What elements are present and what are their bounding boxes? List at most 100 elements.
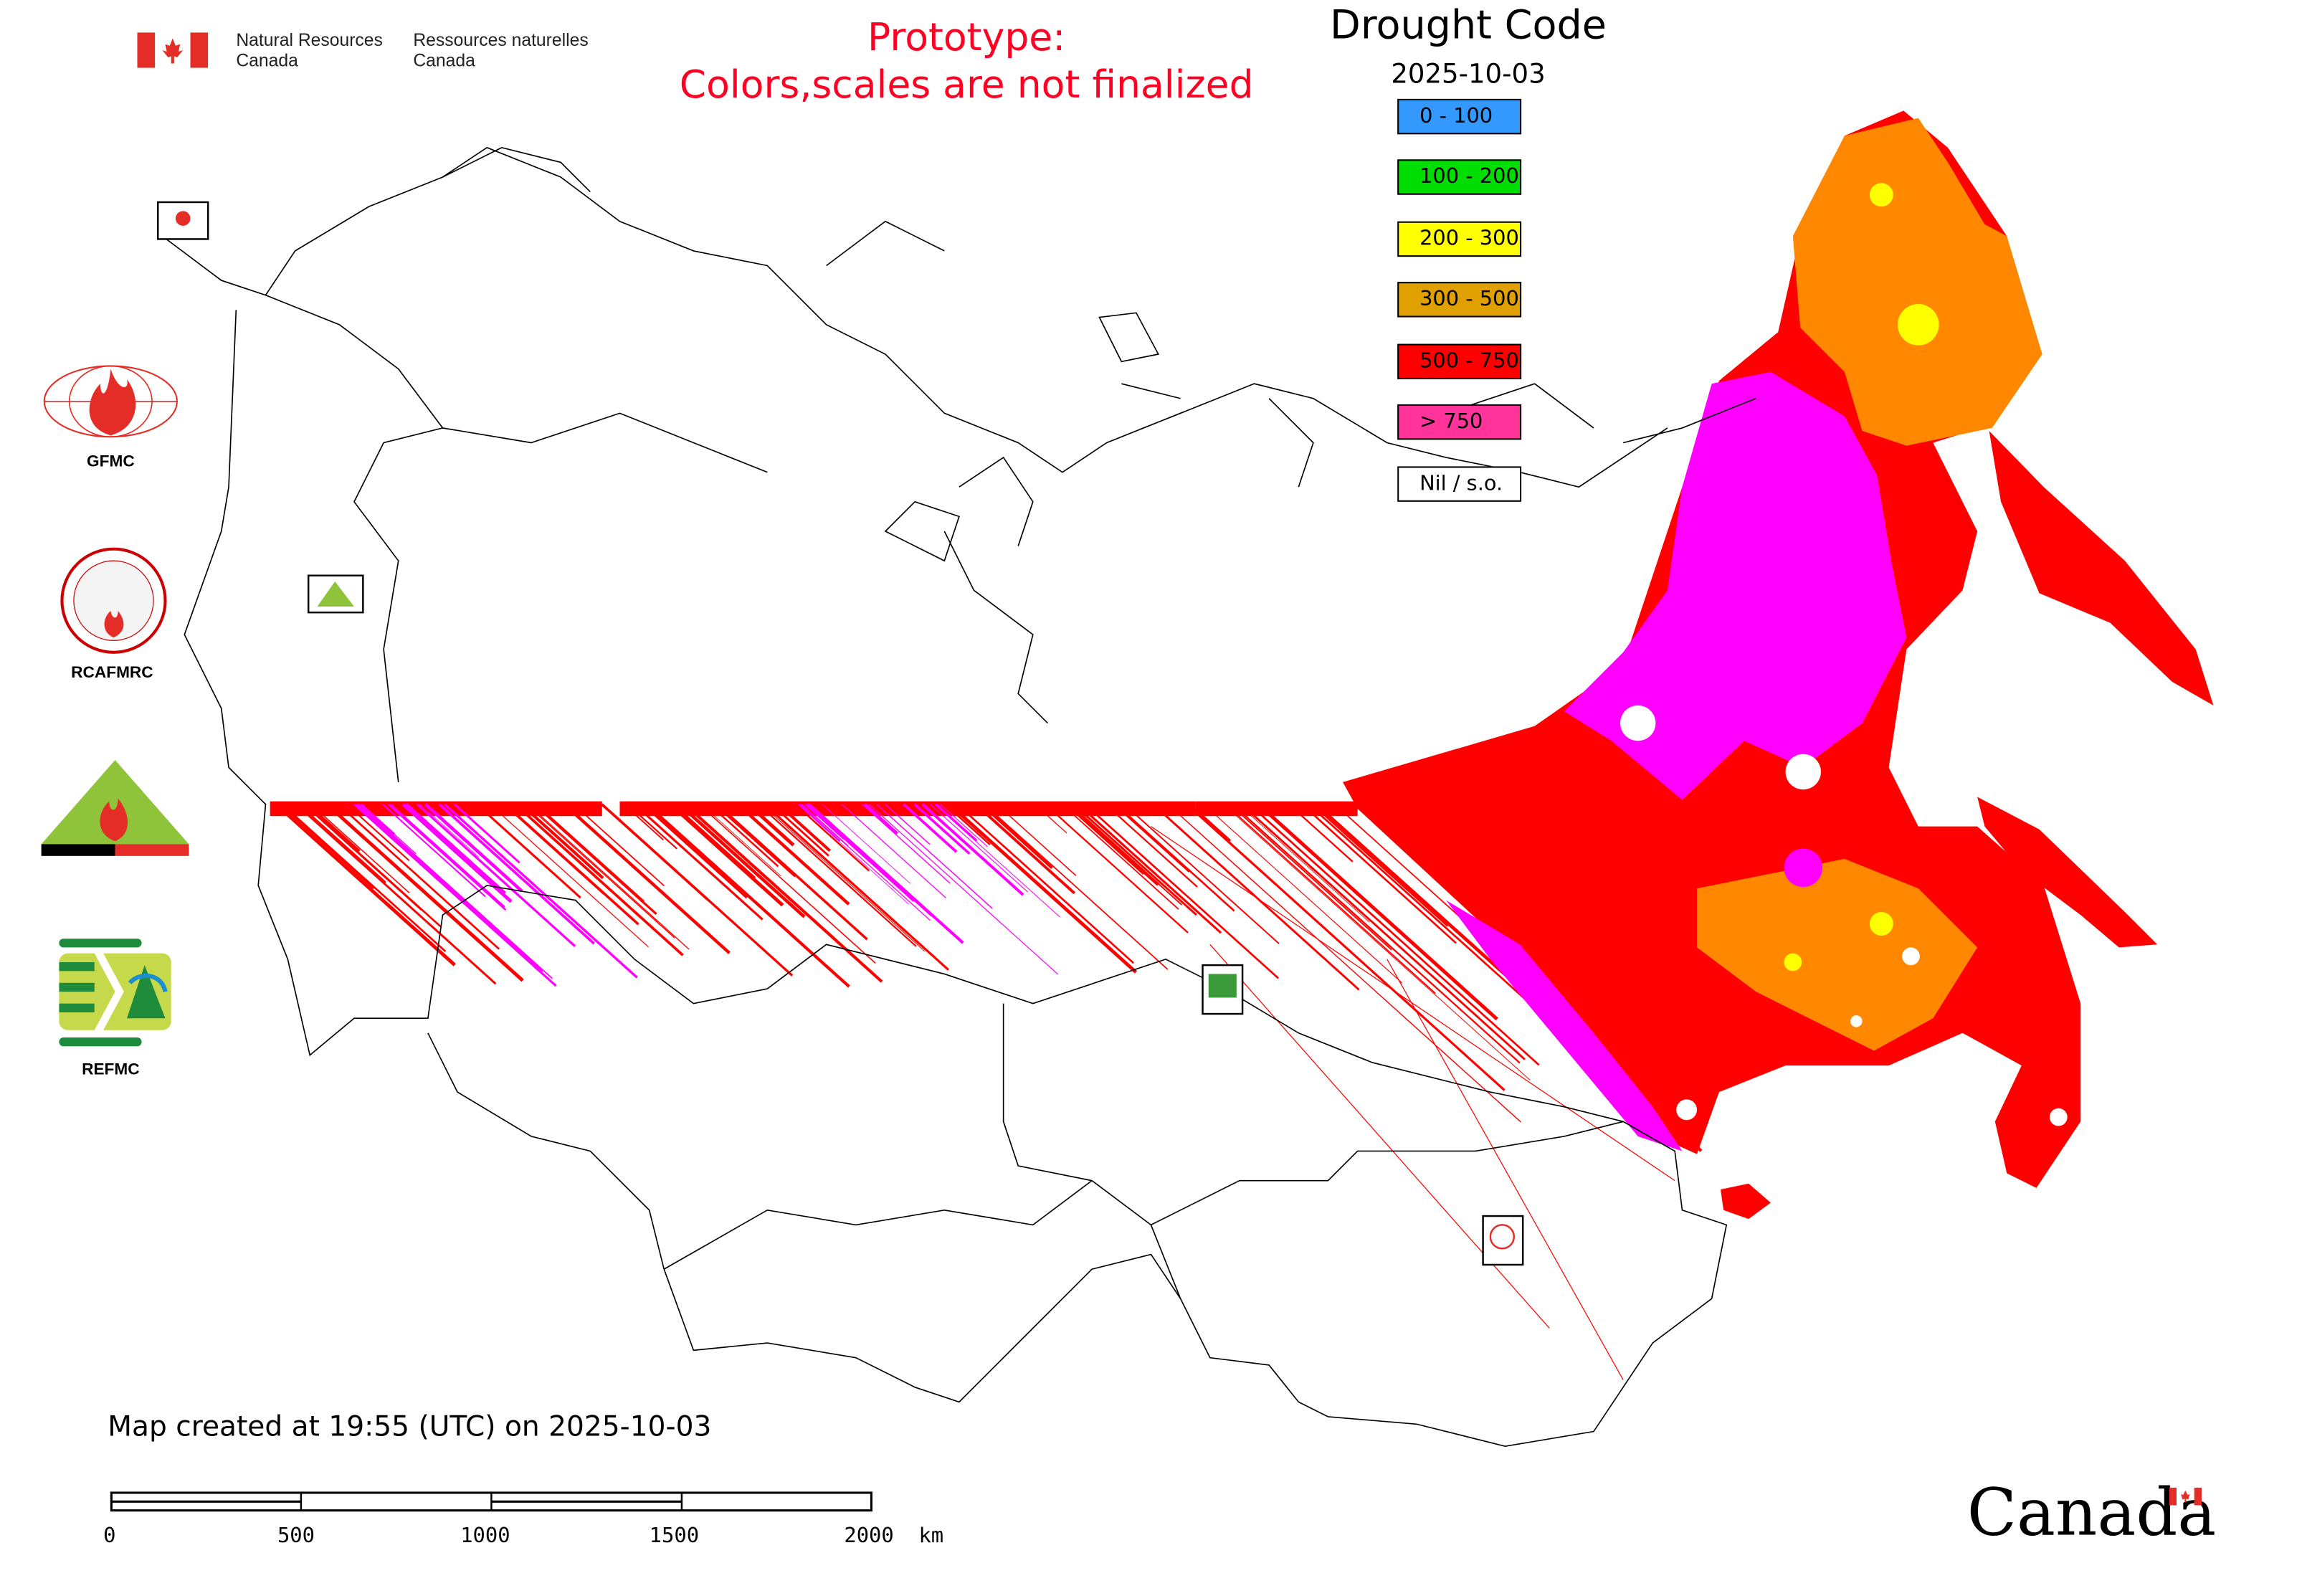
streak-line [807,803,933,917]
legend-item-0-100: 0 - 100 [1397,98,1522,135]
streak-line [885,804,931,845]
scale-tick-1000: 1000 [460,1524,510,1549]
dot-nil [1620,705,1656,741]
streak-line [275,802,456,966]
streak-line [358,804,553,979]
dot-magenta [1784,848,1823,888]
dot-nil [2049,1108,2068,1126]
streak-line [1232,803,1521,1064]
streak-line [1061,804,1179,910]
island-svalbard [1098,312,1160,363]
dot-yellow [1869,183,1893,207]
nrcan-en-line2: Canada [236,49,298,71]
streak-line [424,803,523,893]
streak-line [1084,803,1279,979]
dot-yellow [1897,304,1939,346]
streak-line [761,804,926,952]
streak-line [1072,803,1197,916]
legend-item-nil: Nil / s.o. [1397,466,1522,502]
legend-item-100-200: 100 - 200 [1397,159,1522,195]
streak-line [306,803,361,852]
streak-line [298,803,386,883]
streak-line [601,803,709,901]
streak-line [1105,803,1198,888]
streak-line [280,803,375,890]
streak-line [1240,803,1526,1060]
streak-line [1077,803,1222,934]
streak-line [921,803,1024,896]
streak-line [1151,826,1675,1182]
legend-item-300-500: 300 - 500 [1397,282,1522,318]
streak-line [822,804,911,884]
streak-line [864,803,899,835]
streak-band [1195,801,1358,817]
streak-line [295,803,497,985]
streak-line [700,804,781,877]
streak-line [405,803,506,895]
streak-line [903,803,958,853]
streak-line [716,804,762,845]
coast-arctic [442,146,1756,724]
streak-line [419,804,480,858]
rcafmrc-label: RCAFMRC [71,664,153,682]
streak-line [974,803,1076,895]
scale-tick-1500: 1500 [649,1524,700,1549]
streak-line [504,803,639,926]
streak-line [930,804,1029,893]
nrcan-name-fr: Ressources naturelles Canada [413,29,588,71]
streak-line [438,803,595,945]
streak-line [736,803,850,906]
canada-flag-icon [137,32,209,68]
streak-line [683,803,883,983]
streak-line [527,804,690,950]
rcafmrc-logo-icon [60,547,167,654]
streak-line [956,803,1135,964]
dot-nil [1676,1099,1698,1121]
streak-line [356,804,542,972]
nrcan-name-en: Natural Resources Canada [236,29,383,71]
streak-band [270,801,602,817]
prototype-line2: Colors,scales are not finalized [679,63,1254,108]
nrcan-fr-line1: Ressources naturelles [413,29,589,50]
dot-nil [1785,754,1821,790]
streak-line [948,803,1138,974]
legend-title: Drought Code [1330,3,1607,49]
streak-line [797,804,909,905]
gfmc-logo-icon [43,365,179,438]
streak-line [771,803,829,857]
region-red-east [1977,797,2158,948]
streak-line [281,803,447,952]
streak-line [444,803,638,979]
legend-item-500-750: 500 - 750 [1397,343,1522,379]
streak-line [764,803,950,971]
streak-line [698,804,876,964]
streak-line [353,803,557,987]
region-magenta-south [1446,900,1683,1151]
scale-tick-2000: 2000 km [844,1524,944,1549]
prototype-line1: Prototype: [867,16,1066,61]
streak-line [1301,803,1457,944]
streak-line [475,803,581,899]
streak-line [623,804,664,841]
region-red-island [1720,1183,1771,1220]
streak-line [935,803,978,842]
dot-yellow [1869,912,1893,936]
streak-line [913,803,971,855]
streak-line [514,803,684,956]
streak-line [980,803,1053,870]
island-zemlya [884,500,960,562]
streak-line [1034,804,1067,834]
streak-line [642,803,748,899]
streak-line [303,803,423,911]
region-orange-north [1792,118,2042,446]
streak-line [802,804,849,846]
drought-fill-regions [1343,110,2214,1220]
streak-line [337,803,500,950]
streak-line [401,803,513,903]
legend-date: 2025-10-03 [1391,59,1546,90]
streak-line [325,802,524,982]
streak-line [389,803,505,908]
streak-line [746,802,795,847]
